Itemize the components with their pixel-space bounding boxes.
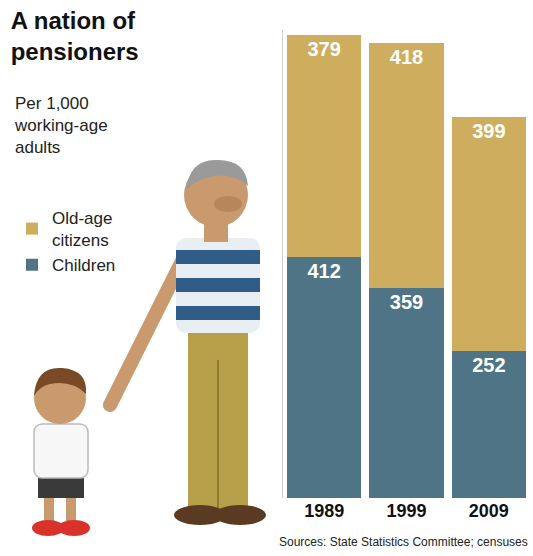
svg-text:418: 418 bbox=[390, 46, 423, 68]
svg-text:Children: Children bbox=[52, 256, 115, 275]
svg-text:A nation ofpensioners: A nation ofpensioners bbox=[11, 7, 139, 65]
svg-text:Per 1,000working-ageadults: Per 1,000working-ageadults bbox=[14, 94, 108, 157]
svg-text:379: 379 bbox=[307, 38, 340, 60]
svg-text:1989: 1989 bbox=[304, 501, 344, 521]
svg-text:1999: 1999 bbox=[386, 501, 426, 521]
svg-text:2009: 2009 bbox=[469, 501, 509, 521]
svg-text:359: 359 bbox=[390, 291, 423, 313]
svg-text:Old-agecitizens: Old-agecitizens bbox=[52, 209, 112, 250]
svg-text:Sources: State Statistics Comm: Sources: State Statistics Committee; cen… bbox=[279, 535, 528, 549]
svg-text:252: 252 bbox=[472, 354, 505, 376]
svg-text:412: 412 bbox=[307, 260, 340, 282]
svg-text:399: 399 bbox=[472, 120, 505, 142]
